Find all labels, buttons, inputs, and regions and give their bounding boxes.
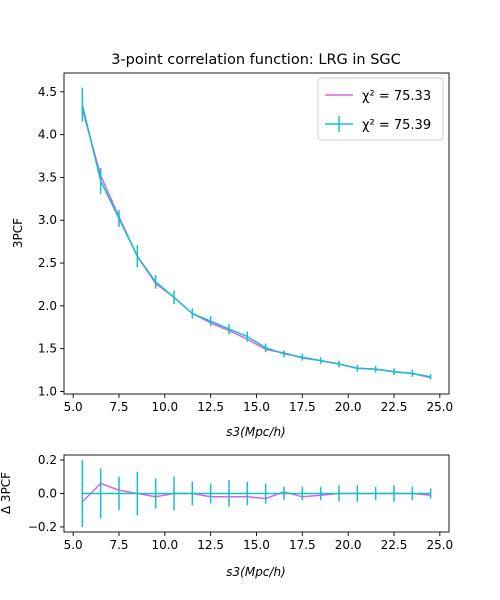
- residual-x-tick-label: 7.5: [109, 538, 128, 552]
- main-y-tick-label: 1.5: [38, 342, 57, 356]
- residual-x-tick-label: 17.5: [289, 538, 316, 552]
- main-x-tick-label: 10.0: [151, 400, 178, 414]
- residual-x-tick-label: 20.0: [335, 538, 362, 552]
- main-x-tick-label: 22.5: [381, 400, 408, 414]
- residual-x-tick-label: 5.0: [64, 538, 83, 552]
- main-y-tick-label: 1.0: [38, 384, 57, 398]
- main-y-tick-label: 2.0: [38, 299, 57, 313]
- main-y-tick-label: 3.0: [38, 213, 57, 227]
- main-x-tick-label: 17.5: [289, 400, 316, 414]
- residual-series-line-0: [81, 482, 431, 503]
- legend: χ² = 75.33 χ² = 75.39: [317, 77, 444, 141]
- residual-x-tick-label: 15.0: [243, 538, 270, 552]
- main-y-tick-label: 3.5: [38, 170, 57, 184]
- legend-label-model: χ² = 75.33: [362, 89, 431, 104]
- main-x-tick-label: 5.0: [64, 400, 83, 414]
- main-x-tick-label: 7.5: [109, 400, 128, 414]
- main-x-tick-label: 12.5: [197, 400, 224, 414]
- residual-x-tick-label: 12.5: [197, 538, 224, 552]
- residual-x-tick-label: 22.5: [381, 538, 408, 552]
- main-y-axis-label: 3PCF: [11, 218, 25, 248]
- main-chart-panel: 3-point correlation function: LRG in SGC…: [11, 52, 453, 439]
- residual-y-tick-label: −0.2: [28, 520, 57, 534]
- main-x-tick-label: 25.0: [426, 400, 453, 414]
- main-y-tick-label: 4.0: [38, 128, 57, 142]
- residual-y-tick-label: 0.0: [38, 487, 57, 501]
- chart-title: 3-point correlation function: LRG in SGC: [111, 52, 401, 68]
- main-x-tick-label: 20.0: [335, 400, 362, 414]
- residual-x-tick-label: 25.0: [426, 538, 453, 552]
- main-y-tick-label: 2.5: [38, 256, 57, 270]
- legend-label-data: χ² = 75.39: [362, 118, 431, 133]
- residual-y-tick-label: 0.2: [38, 453, 57, 467]
- main-x-axis-label: s3(Mpc/h): [226, 425, 285, 439]
- main-series-line-0: [81, 108, 431, 379]
- residual-x-tick-label: 10.0: [151, 538, 178, 552]
- residual-x-axis-label: s3(Mpc/h): [226, 565, 285, 579]
- main-y-tick-label: 4.5: [38, 85, 57, 99]
- residual-y-axis-label: Δ 3PCF: [0, 472, 13, 514]
- main-x-tick-label: 15.0: [243, 400, 270, 414]
- main-series-line-1: [81, 104, 431, 378]
- residual-chart-panel: 5.0 7.5 10.0 12.5 15.0 17.5 20.0 22.5 25.0 −0.2 0.…: [0, 453, 453, 579]
